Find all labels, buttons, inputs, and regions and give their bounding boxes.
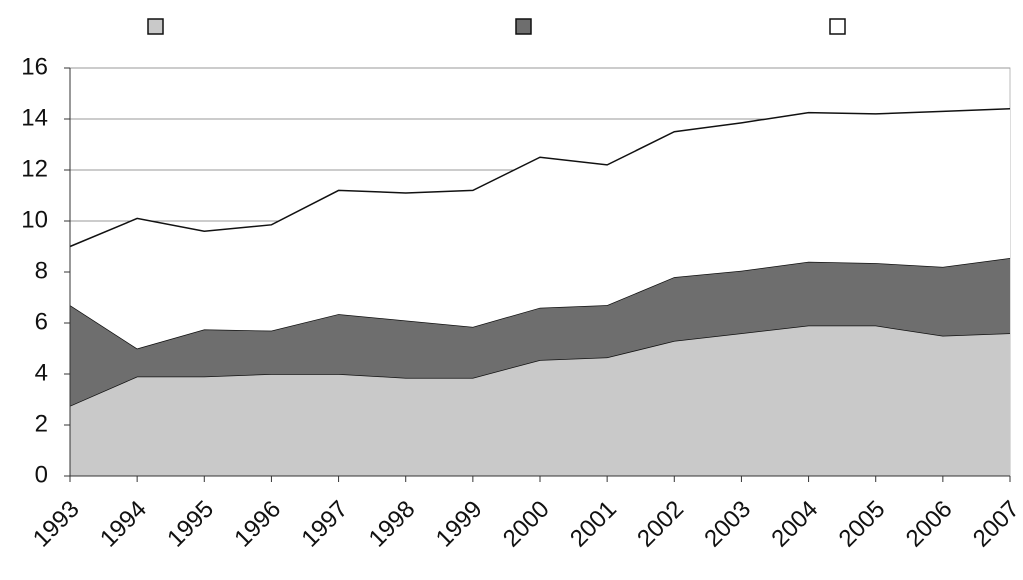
x-tick-label: 1999 xyxy=(431,496,488,553)
y-tick-label: 12 xyxy=(21,155,48,182)
x-tick-label: 1994 xyxy=(95,496,152,553)
x-tick-label: 1995 xyxy=(162,496,219,553)
y-tick-label: 10 xyxy=(21,206,48,233)
legend-swatch xyxy=(147,18,164,35)
y-tick-label: 16 xyxy=(21,53,48,80)
x-tick-label: 1997 xyxy=(296,496,353,553)
area xyxy=(70,325,1010,476)
x-tick-label: 2004 xyxy=(766,496,823,553)
y-tick-label: 8 xyxy=(35,257,48,284)
x-tick-label: 2005 xyxy=(834,496,891,553)
x-tick-label: 2000 xyxy=(498,496,555,553)
x-tick-label: 2001 xyxy=(565,496,622,553)
x-tick-label: 2006 xyxy=(901,496,958,553)
legend-swatch xyxy=(829,18,846,35)
y-tick-label: 2 xyxy=(35,410,48,437)
x-tick-label: 2007 xyxy=(968,496,1023,553)
legend-swatch xyxy=(515,18,532,35)
x-tick-label: 1998 xyxy=(364,496,421,553)
x-tick-label: 2002 xyxy=(632,496,689,553)
area-outline xyxy=(69,108,1011,248)
y-tick-label: 14 xyxy=(21,104,48,131)
x-tick-label: 1993 xyxy=(28,496,85,553)
y-tick-label: 6 xyxy=(35,308,48,335)
area xyxy=(70,257,1010,406)
y-tick-label: 0 xyxy=(35,461,48,488)
x-tick-label: 2003 xyxy=(699,496,756,553)
area xyxy=(70,108,1010,349)
x-tick-label: 1996 xyxy=(229,496,286,553)
y-tick-label: 4 xyxy=(35,359,48,386)
